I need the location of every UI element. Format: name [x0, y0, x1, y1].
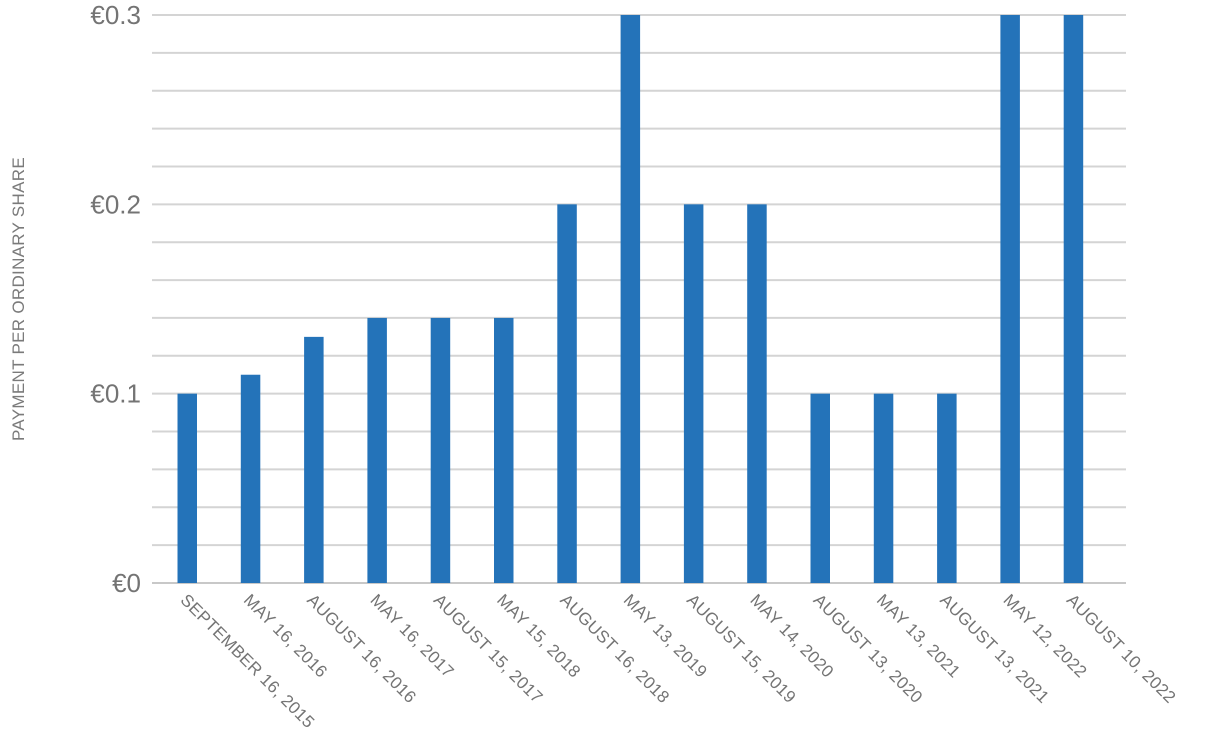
- bar: [620, 15, 641, 583]
- x-tick-label: AUGUST 13, 2021: [936, 590, 1053, 707]
- y-tick-label: €0.1: [90, 379, 141, 409]
- y-tick-label: €0: [112, 568, 141, 598]
- bar: [747, 204, 767, 584]
- y-axis-ticks: €0 €0.1 €0.2 €0.3: [90, 0, 141, 598]
- x-tick-label: AUGUST 16, 2018: [556, 590, 673, 707]
- x-tick-label: AUGUST 10, 2022: [1063, 590, 1180, 707]
- bar: [240, 374, 261, 583]
- bar: [304, 336, 324, 583]
- x-tick-label: AUGUST 15, 2017: [430, 590, 547, 707]
- y-tick-label: €0.2: [90, 189, 141, 219]
- bar: [1000, 15, 1020, 583]
- bars: [177, 15, 1084, 584]
- bar: [810, 393, 830, 583]
- bar: [1063, 15, 1084, 583]
- bar: [494, 317, 514, 583]
- x-tick-label: AUGUST 15, 2019: [683, 590, 800, 707]
- x-tick-label: AUGUST 13, 2020: [810, 590, 927, 707]
- bar: [177, 393, 197, 583]
- bar: [430, 317, 451, 583]
- bar: [873, 393, 894, 583]
- x-tick-label: SEPTEMBER 16, 2015: [177, 590, 319, 732]
- bar: [557, 204, 577, 584]
- y-axis-title: PAYMENT PER ORDINARY SHARE: [9, 157, 28, 441]
- bar: [937, 393, 957, 583]
- bar: [367, 317, 387, 583]
- bar: [683, 204, 704, 584]
- x-tick-label: AUGUST 16, 2016: [303, 590, 420, 707]
- y-tick-label: €0.3: [90, 0, 141, 30]
